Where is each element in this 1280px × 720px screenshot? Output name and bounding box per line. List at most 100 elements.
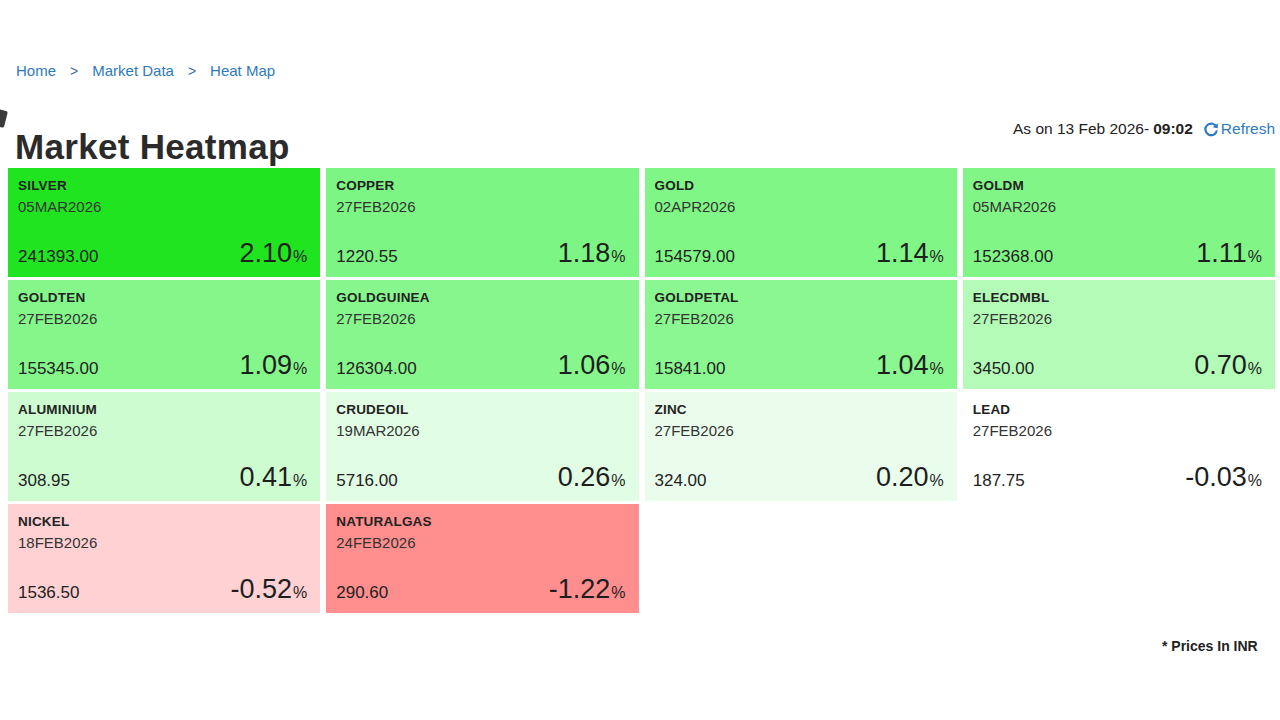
tile-bottom-row: 308.95 0.41% [18,462,307,493]
breadcrumb-separator: > [188,63,196,79]
prices-in-inr-note: * Prices In INR [1162,638,1258,654]
breadcrumb-home[interactable]: Home [16,62,56,79]
tile-price: 154579.00 [655,247,735,267]
tile-instrument-name: GOLD [655,178,944,193]
percent-sign: % [293,360,307,377]
tile-price: 187.75 [973,471,1025,491]
percent-sign: % [611,248,625,265]
tile-expiry-date: 27FEB2026 [655,310,944,327]
heatmap-tile[interactable]: COPPER 27FEB2026 1220.55 1.18% [326,168,638,277]
tile-instrument-name: ZINC [655,402,944,417]
percent-sign: % [930,360,944,377]
tile-change-percent: 1.14% [876,238,944,269]
tile-instrument-name: GOLDTEN [18,290,307,305]
tile-price: 3450.00 [973,359,1034,379]
percent-sign: % [293,472,307,489]
tile-instrument-name: NICKEL [18,514,307,529]
tile-expiry-date: 05MAR2026 [18,198,307,215]
tile-price: 1220.55 [336,247,397,267]
heatmap-tile[interactable]: ZINC 27FEB2026 324.00 0.20% [645,392,957,501]
heatmap-tile[interactable]: GOLDPETAL 27FEB2026 15841.00 1.04% [645,280,957,389]
tile-change-percent: 0.26% [558,462,626,493]
tile-expiry-date: 02APR2026 [655,198,944,215]
tile-change-percent: -0.52% [230,574,307,605]
breadcrumb-market-data[interactable]: Market Data [92,62,174,79]
tile-expiry-date: 05MAR2026 [973,198,1262,215]
tile-change-percent: -0.03% [1185,462,1262,493]
heatmap-tile[interactable]: GOLDTEN 27FEB2026 155345.00 1.09% [8,280,320,389]
tile-instrument-name: SILVER [18,178,307,193]
tile-instrument-name: GOLDPETAL [655,290,944,305]
tile-bottom-row: 5716.00 0.26% [336,462,625,493]
tile-change-percent: 2.10% [239,238,307,269]
heatmap-tile[interactable]: ALUMINIUM 27FEB2026 308.95 0.41% [8,392,320,501]
tile-bottom-row: 15841.00 1.04% [655,350,944,381]
tile-price: 290.60 [336,583,388,603]
percent-sign: % [1248,360,1262,377]
heatmap-tile[interactable]: NICKEL 18FEB2026 1536.50 -0.52% [8,504,320,613]
tile-bottom-row: 152368.00 1.11% [973,238,1262,269]
tile-expiry-date: 19MAR2026 [336,422,625,439]
tile-bottom-row: 3450.00 0.70% [973,350,1262,381]
tile-price: 308.95 [18,471,70,491]
percent-sign: % [930,472,944,489]
heatmap-tile[interactable]: ELECDMBL 27FEB2026 3450.00 0.70% [963,280,1275,389]
tile-change-percent: 0.70% [1194,350,1262,381]
page-title: Market Heatmap [15,127,290,167]
tile-expiry-date: 27FEB2026 [655,422,944,439]
cutoff-edge-mark [0,109,8,128]
tile-price: 126304.00 [336,359,416,379]
tile-bottom-row: 1220.55 1.18% [336,238,625,269]
tile-change-percent: 0.41% [239,462,307,493]
percent-sign: % [1248,472,1262,489]
tile-instrument-name: NATURALGAS [336,514,625,529]
tile-instrument-name: COPPER [336,178,625,193]
tile-price: 1536.50 [18,583,79,603]
heatmap-tile[interactable]: GOLDM 05MAR2026 152368.00 1.11% [963,168,1275,277]
tile-change-percent: 1.09% [239,350,307,381]
tile-expiry-date: 27FEB2026 [973,310,1262,327]
tile-expiry-date: 27FEB2026 [336,198,625,215]
heatmap-tile[interactable]: CRUDEOIL 19MAR2026 5716.00 0.26% [326,392,638,501]
percent-sign: % [293,584,307,601]
tile-change-percent: 1.04% [876,350,944,381]
heatmap-tile[interactable]: NATURALGAS 24FEB2026 290.60 -1.22% [326,504,638,613]
tile-change-percent: 1.18% [558,238,626,269]
percent-sign: % [611,472,625,489]
tile-bottom-row: 1536.50 -0.52% [18,574,307,605]
heatmap-tile[interactable]: SILVER 05MAR2026 241393.00 2.10% [8,168,320,277]
tile-instrument-name: CRUDEOIL [336,402,625,417]
heatmap-tile[interactable]: GOLDGUINEA 27FEB2026 126304.00 1.06% [326,280,638,389]
heatmap-tile[interactable]: LEAD 27FEB2026 187.75 -0.03% [963,392,1275,501]
refresh-icon [1203,121,1219,137]
refresh-button[interactable]: Refresh [1203,120,1275,138]
breadcrumb: Home > Market Data > Heat Map [16,62,275,79]
tile-instrument-name: GOLDM [973,178,1262,193]
tile-price: 15841.00 [655,359,726,379]
tile-price: 241393.00 [18,247,98,267]
breadcrumb-heat-map[interactable]: Heat Map [210,62,275,79]
tile-bottom-row: 155345.00 1.09% [18,350,307,381]
tile-price: 324.00 [655,471,707,491]
percent-sign: % [293,248,307,265]
tile-change-percent: 0.20% [876,462,944,493]
heatmap-tile[interactable]: GOLD 02APR2026 154579.00 1.14% [645,168,957,277]
tile-expiry-date: 27FEB2026 [973,422,1262,439]
tile-instrument-name: LEAD [973,402,1262,417]
tile-price: 152368.00 [973,247,1053,267]
tile-price: 5716.00 [336,471,397,491]
tile-instrument-name: ELECDMBL [973,290,1262,305]
percent-sign: % [930,248,944,265]
heatmap-grid: SILVER 05MAR2026 241393.00 2.10% COPPER … [8,168,1275,613]
tile-bottom-row: 324.00 0.20% [655,462,944,493]
refresh-label: Refresh [1221,120,1275,138]
tile-instrument-name: GOLDGUINEA [336,290,625,305]
percent-sign: % [611,584,625,601]
tile-bottom-row: 187.75 -0.03% [973,462,1262,493]
tile-bottom-row: 154579.00 1.14% [655,238,944,269]
tile-bottom-row: 241393.00 2.10% [18,238,307,269]
tile-price: 155345.00 [18,359,98,379]
tile-change-percent: -1.22% [549,574,626,605]
tile-expiry-date: 27FEB2026 [336,310,625,327]
tile-bottom-row: 126304.00 1.06% [336,350,625,381]
